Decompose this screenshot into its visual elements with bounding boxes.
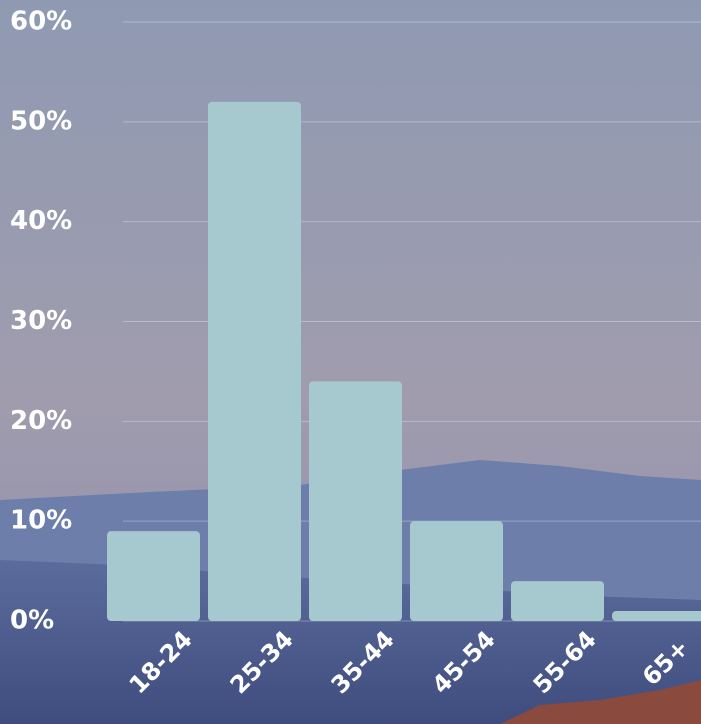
y-tick-label: 10% xyxy=(10,506,72,536)
bar xyxy=(612,611,701,621)
bar xyxy=(410,521,503,621)
y-tick-label: 20% xyxy=(10,406,72,436)
y-tick-label: 0% xyxy=(10,606,54,636)
bar xyxy=(208,102,301,621)
y-tick-label: 40% xyxy=(10,206,72,236)
chart: 0%10%20%30%40%50%60%18-2425-3435-4445-54… xyxy=(0,0,701,724)
y-tick-label: 60% xyxy=(10,7,72,37)
bar xyxy=(309,381,402,621)
y-tick-label: 50% xyxy=(10,106,72,136)
y-tick-label: 30% xyxy=(10,306,72,336)
bar xyxy=(511,581,604,621)
bar xyxy=(107,531,200,621)
page: 0%10%20%30%40%50%60%18-2425-3435-4445-54… xyxy=(0,0,701,724)
